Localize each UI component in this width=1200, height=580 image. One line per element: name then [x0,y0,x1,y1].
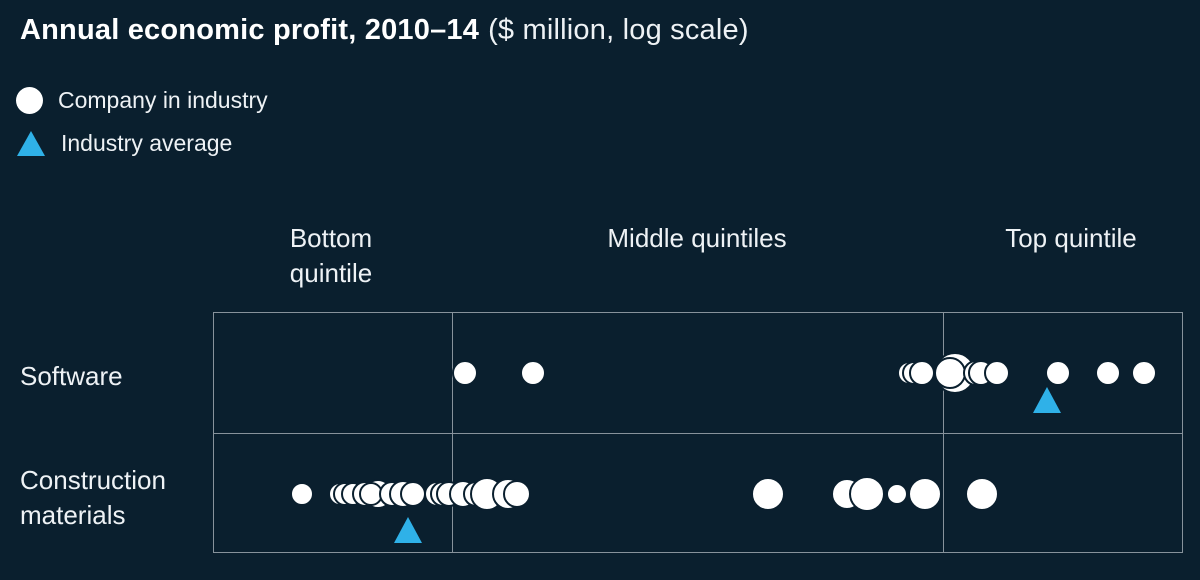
industry-average-triangle-icon [17,131,45,156]
company-dot [907,476,942,511]
legend-company-label: Company in industry [58,87,268,113]
column-header-bottom-quintile: Bottom quintile [289,223,373,288]
company-dot [520,360,547,386]
company-dot [909,360,936,386]
legend-item-company: Company in industry [16,87,268,114]
company-dot [399,480,426,507]
row-label-construction-materials: Construction materials [20,465,166,530]
industry-average-marker [1033,387,1062,413]
company-dot [290,481,315,506]
plot-area [213,312,1183,553]
quintile-divider-middle-top [943,313,944,552]
company-dot [1131,360,1158,386]
column-header-top-quintile: Top quintile [1005,223,1137,253]
quintile-divider-bottom-middle [452,313,453,552]
title-main: Annual economic profit, 2010–14 [20,14,480,46]
company-dot [359,481,384,506]
company-dot [965,476,1000,511]
legend-average-label: Industry average [61,130,233,156]
row-label-software: Software [20,361,123,391]
legend-item-average: Industry average [16,130,268,157]
company-dot [848,475,885,512]
page-title: Annual economic profit, 2010–14 ($ millio… [20,14,749,47]
company-dot [885,482,908,505]
company-circle-icon [16,87,43,114]
title-unit: ($ million, log scale) [488,14,749,46]
company-dot [1095,360,1122,386]
row-divider [214,433,1182,434]
company-dot [750,476,785,511]
company-dot [934,357,967,389]
company-dot [983,360,1010,386]
industry-average-marker [393,517,422,543]
company-dot [452,360,479,386]
column-header-middle-quintiles: Middle quintiles [607,223,787,253]
company-dot [1044,360,1071,386]
company-dot [502,479,531,508]
legend: Company in industry Industry average [16,87,268,157]
